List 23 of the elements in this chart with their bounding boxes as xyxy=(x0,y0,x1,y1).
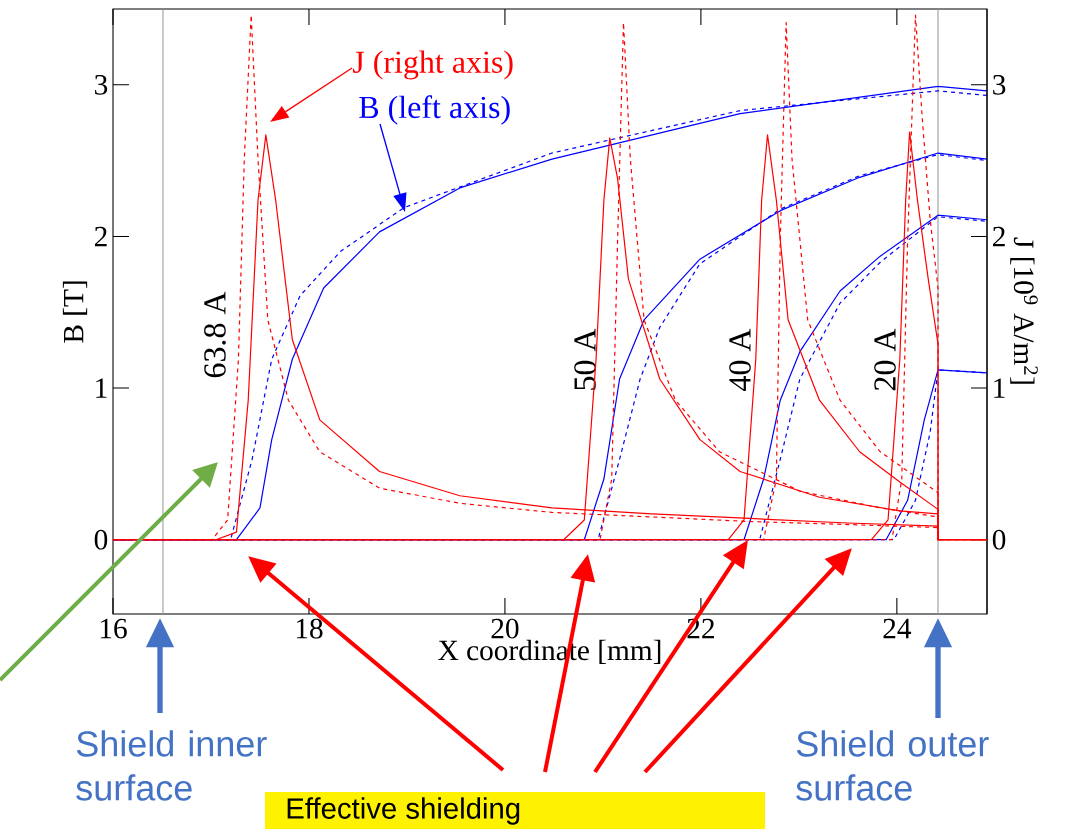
annotation: 40 A xyxy=(729,328,751,391)
annotation: B (left axis) xyxy=(359,95,510,125)
y2-tick-label: 1 xyxy=(994,378,1005,398)
text: Shield outer surface xyxy=(796,730,989,801)
text: Effective shielding xyxy=(287,797,520,825)
y2-tick-label: 3 xyxy=(993,74,1006,95)
annotation: 20 A xyxy=(874,328,896,391)
y-tick-label: 3 xyxy=(95,74,108,95)
y-tick-label: 0 xyxy=(94,529,108,550)
annotation: 50 A xyxy=(574,328,596,390)
y-tick-label: 2 xyxy=(94,226,107,247)
annotation: J (right axis) xyxy=(352,50,513,80)
y-axis-title: B [T] xyxy=(62,281,88,343)
y-tick-label: 1 xyxy=(96,378,107,398)
x-tick-label: 24 xyxy=(883,618,912,639)
x-tick-label: 18 xyxy=(296,618,323,639)
y2-tick-label: 2 xyxy=(993,226,1005,247)
x-tick-label: 20 xyxy=(491,618,519,639)
y2-axis-title: J [10$^{9}$ A/m$^{2}$] xyxy=(1010,237,1038,384)
x-tick-label: 16 xyxy=(100,618,127,639)
y2-tick-label: 0 xyxy=(992,529,1006,550)
text: Shield inner surface xyxy=(76,730,267,801)
annotation: 63.8 A xyxy=(204,291,226,378)
